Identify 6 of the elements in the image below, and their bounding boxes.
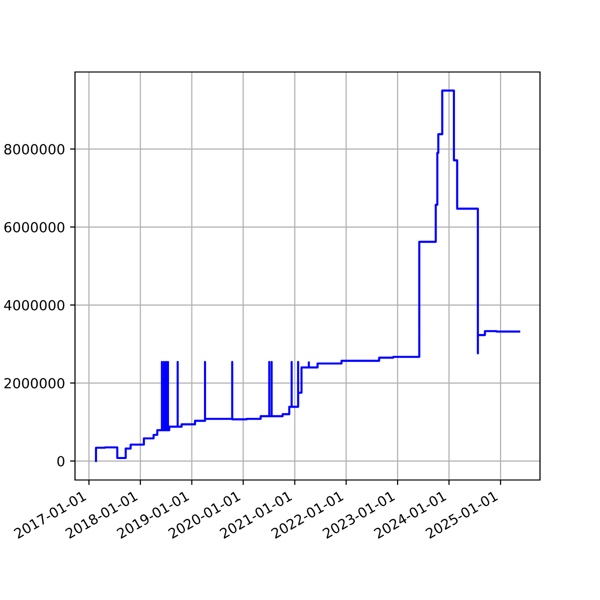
- y-tick-label: 8000000: [4, 144, 64, 154]
- y-tick-label: 4000000: [4, 300, 64, 310]
- y-tick-label: 2000000: [4, 378, 64, 388]
- y-tick-label: 0: [57, 456, 64, 466]
- line-series: [94, 89, 520, 462]
- y-tick-label: 6000000: [4, 222, 64, 232]
